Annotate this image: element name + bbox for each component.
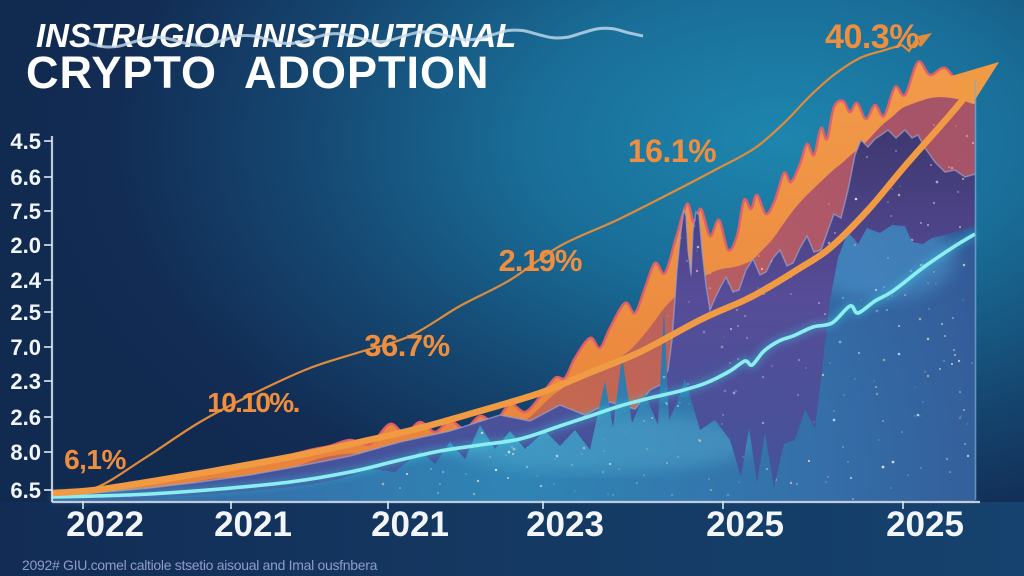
svg-text:2.0: 2.0 <box>10 233 41 258</box>
svg-text:4.5: 4.5 <box>10 129 41 154</box>
svg-text:2025: 2025 <box>886 505 964 544</box>
svg-text:2021: 2021 <box>214 505 292 544</box>
svg-text:36.7%: 36.7% <box>364 328 449 363</box>
svg-text:16.1%: 16.1% <box>628 133 716 169</box>
svg-text:7.0: 7.0 <box>10 335 41 360</box>
svg-text:7.5: 7.5 <box>10 199 41 224</box>
svg-text:2.19%: 2.19% <box>499 243 582 278</box>
svg-text:6.5: 6.5 <box>10 478 41 503</box>
svg-text:2092# GIU.comel caltiole stset: 2092# GIU.comel caltiole stsetio aisoual… <box>22 557 378 573</box>
svg-text:2.3: 2.3 <box>10 369 41 394</box>
svg-text:6.6: 6.6 <box>10 165 41 190</box>
svg-text:2022: 2022 <box>66 505 144 544</box>
svg-text:10.10%.: 10.10%. <box>207 387 299 418</box>
svg-text:2.5: 2.5 <box>10 300 41 325</box>
svg-text:2025: 2025 <box>706 505 784 544</box>
svg-text:2.6: 2.6 <box>10 405 41 430</box>
svg-text:6,1%: 6,1% <box>64 444 126 475</box>
svg-text:8.0: 8.0 <box>10 440 41 465</box>
svg-text:2021: 2021 <box>371 505 449 544</box>
svg-text:2023: 2023 <box>526 505 604 544</box>
svg-text:CRYPTO ADOPTION: CRYPTO ADOPTION <box>26 47 490 98</box>
svg-text:2.4: 2.4 <box>10 268 41 293</box>
svg-text:40.3%: 40.3% <box>825 18 919 56</box>
